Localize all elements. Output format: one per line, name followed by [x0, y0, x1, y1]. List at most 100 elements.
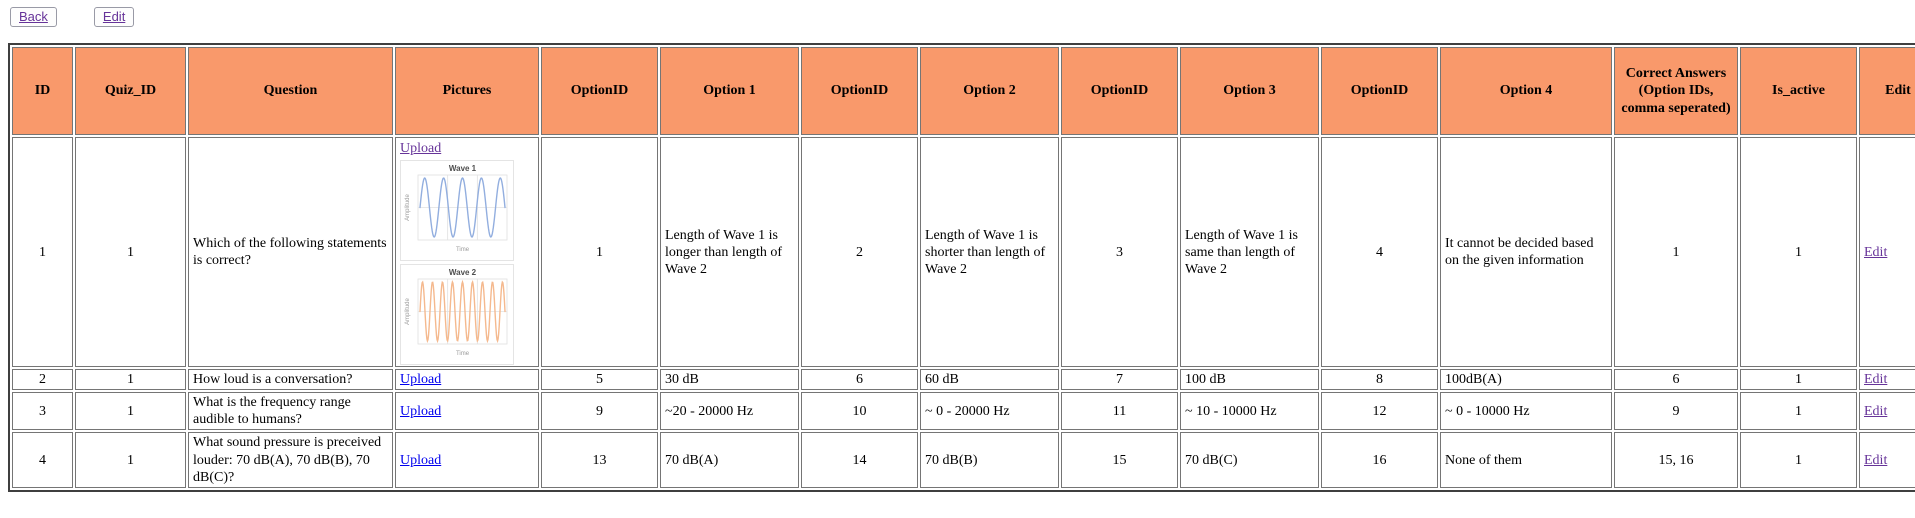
cell-is-active: 1: [1740, 137, 1857, 368]
svg-text:Wave 2: Wave 2: [449, 268, 477, 277]
cell-option1-id: 5: [541, 369, 658, 391]
header-row: ID Quiz_ID Question Pictures OptionID Op…: [12, 47, 1915, 135]
cell-edit: Edit: [1859, 137, 1915, 368]
col-header-question: Question: [188, 47, 393, 135]
cell-question: Which of the following statements is cor…: [188, 137, 393, 368]
table-row: 1 1 Which of the following statements is…: [12, 137, 1915, 368]
cell-option4-id: 12: [1321, 392, 1438, 431]
cell-quiz-id: 1: [75, 432, 186, 488]
cell-option3: ~ 10 - 10000 Hz: [1180, 392, 1319, 431]
upload-link[interactable]: Upload: [400, 372, 442, 388]
cell-quiz-id: 1: [75, 137, 186, 368]
cell-option2: 60 dB: [920, 369, 1059, 391]
cell-option4: None of them: [1440, 432, 1612, 488]
cell-option2-id: 10: [801, 392, 918, 431]
col-header-optionid-1: OptionID: [541, 47, 658, 135]
back-button-label: Back: [19, 9, 48, 24]
edit-button[interactable]: Edit: [93, 7, 135, 27]
cell-id: 2: [12, 369, 73, 391]
cell-question: What sound pressure is preceived louder:…: [188, 432, 393, 488]
col-header-option-3: Option 3: [1180, 47, 1319, 135]
cell-question: What is the frequency range audible to h…: [188, 392, 393, 431]
cell-option1-id: 1: [541, 137, 658, 368]
col-header-option-4: Option 4: [1440, 47, 1612, 135]
cell-quiz-id: 1: [75, 392, 186, 431]
edit-row-link[interactable]: Edit: [1864, 372, 1888, 388]
cell-option2: ~ 0 - 20000 Hz: [920, 392, 1059, 431]
cell-is-active: 1: [1740, 369, 1857, 391]
cell-id: 1: [12, 137, 73, 368]
col-header-edit: Edit: [1859, 47, 1915, 135]
upload-link[interactable]: Upload: [400, 403, 442, 419]
cell-option4: 100dB(A): [1440, 369, 1612, 391]
cell-option1-id: 13: [541, 432, 658, 488]
col-header-optionid-2: OptionID: [801, 47, 918, 135]
table-row: 4 1 What sound pressure is preceived lou…: [12, 432, 1915, 488]
edit-row-link[interactable]: Edit: [1864, 403, 1888, 419]
cell-option2-id: 2: [801, 137, 918, 368]
cell-edit: Edit: [1859, 392, 1915, 431]
edit-row-link[interactable]: Edit: [1864, 244, 1888, 260]
cell-option4-id: 4: [1321, 137, 1438, 368]
cell-quiz-id: 1: [75, 369, 186, 391]
svg-text:Amplitude: Amplitude: [405, 194, 411, 221]
cell-correct-answers: 15, 16: [1614, 432, 1738, 488]
cell-option4: It cannot be decided based on the given …: [1440, 137, 1612, 368]
cell-correct-answers: 6: [1614, 369, 1738, 391]
cell-pictures: Upload: [395, 432, 539, 488]
cell-option1: 30 dB: [660, 369, 799, 391]
upload-link[interactable]: Upload: [400, 141, 442, 156]
cell-option4-id: 16: [1321, 432, 1438, 488]
cell-pictures: Upload: [395, 369, 539, 391]
wave1-image: Wave 1 Amplitude Time: [400, 160, 514, 262]
cell-correct-answers: 1: [1614, 137, 1738, 368]
cell-option4-id: 8: [1321, 369, 1438, 391]
col-header-correct-answers: Correct Answers (Option IDs, comma seper…: [1614, 47, 1738, 135]
cell-pictures: Upload Wave 1 Amplitude Time Wave 2 Amplitu…: [395, 137, 539, 368]
cell-pictures: Upload: [395, 392, 539, 431]
cell-correct-answers: 9: [1614, 392, 1738, 431]
svg-text:Amplitude: Amplitude: [405, 298, 411, 325]
cell-option3: Length of Wave 1 is same than length of …: [1180, 137, 1319, 368]
upload-link[interactable]: Upload: [400, 452, 442, 468]
toolbar: Back Edit: [10, 7, 1905, 27]
cell-option1: ~20 - 20000 Hz: [660, 392, 799, 431]
back-button[interactable]: Back: [10, 7, 57, 27]
cell-edit: Edit: [1859, 369, 1915, 391]
cell-option2: Length of Wave 1 is shorter than length …: [920, 137, 1059, 368]
cell-option3: 70 dB(C): [1180, 432, 1319, 488]
cell-is-active: 1: [1740, 432, 1857, 488]
col-header-optionid-3: OptionID: [1061, 47, 1178, 135]
wave2-image: Wave 2 Amplitude Time: [400, 264, 514, 366]
cell-option2: 70 dB(B): [920, 432, 1059, 488]
col-header-option-1: Option 1: [660, 47, 799, 135]
cell-option3-id: 7: [1061, 369, 1178, 391]
svg-text:Time: Time: [456, 351, 470, 357]
cell-is-active: 1: [1740, 392, 1857, 431]
cell-option4: ~ 0 - 10000 Hz: [1440, 392, 1612, 431]
svg-text:Time: Time: [456, 247, 470, 253]
col-header-optionid-4: OptionID: [1321, 47, 1438, 135]
cell-option2-id: 14: [801, 432, 918, 488]
cell-option2-id: 6: [801, 369, 918, 391]
svg-text:Wave 1: Wave 1: [449, 164, 477, 173]
edit-button-label: Edit: [102, 9, 126, 24]
cell-edit: Edit: [1859, 432, 1915, 488]
col-header-pictures: Pictures: [395, 47, 539, 135]
col-header-quiz-id: Quiz_ID: [75, 47, 186, 135]
table-row: 3 1 What is the frequency range audible …: [12, 392, 1915, 431]
cell-question: How loud is a conversation?: [188, 369, 393, 391]
table-row: 2 1 How loud is a conversation? Upload 5…: [12, 369, 1915, 391]
cell-option3-id: 11: [1061, 392, 1178, 431]
edit-row-link[interactable]: Edit: [1864, 452, 1888, 468]
cell-option3-id: 15: [1061, 432, 1178, 488]
cell-option3-id: 3: [1061, 137, 1178, 368]
cell-option1: Length of Wave 1 is longer than length o…: [660, 137, 799, 368]
col-header-is-active: Is_active: [1740, 47, 1857, 135]
page: Back Edit ID Quiz_ID Question Pictures O…: [8, 7, 1915, 492]
cell-option3: 100 dB: [1180, 369, 1319, 391]
col-header-id: ID: [12, 47, 73, 135]
quiz-questions-table: ID Quiz_ID Question Pictures OptionID Op…: [8, 43, 1915, 492]
cell-id: 3: [12, 392, 73, 431]
cell-option1: 70 dB(A): [660, 432, 799, 488]
